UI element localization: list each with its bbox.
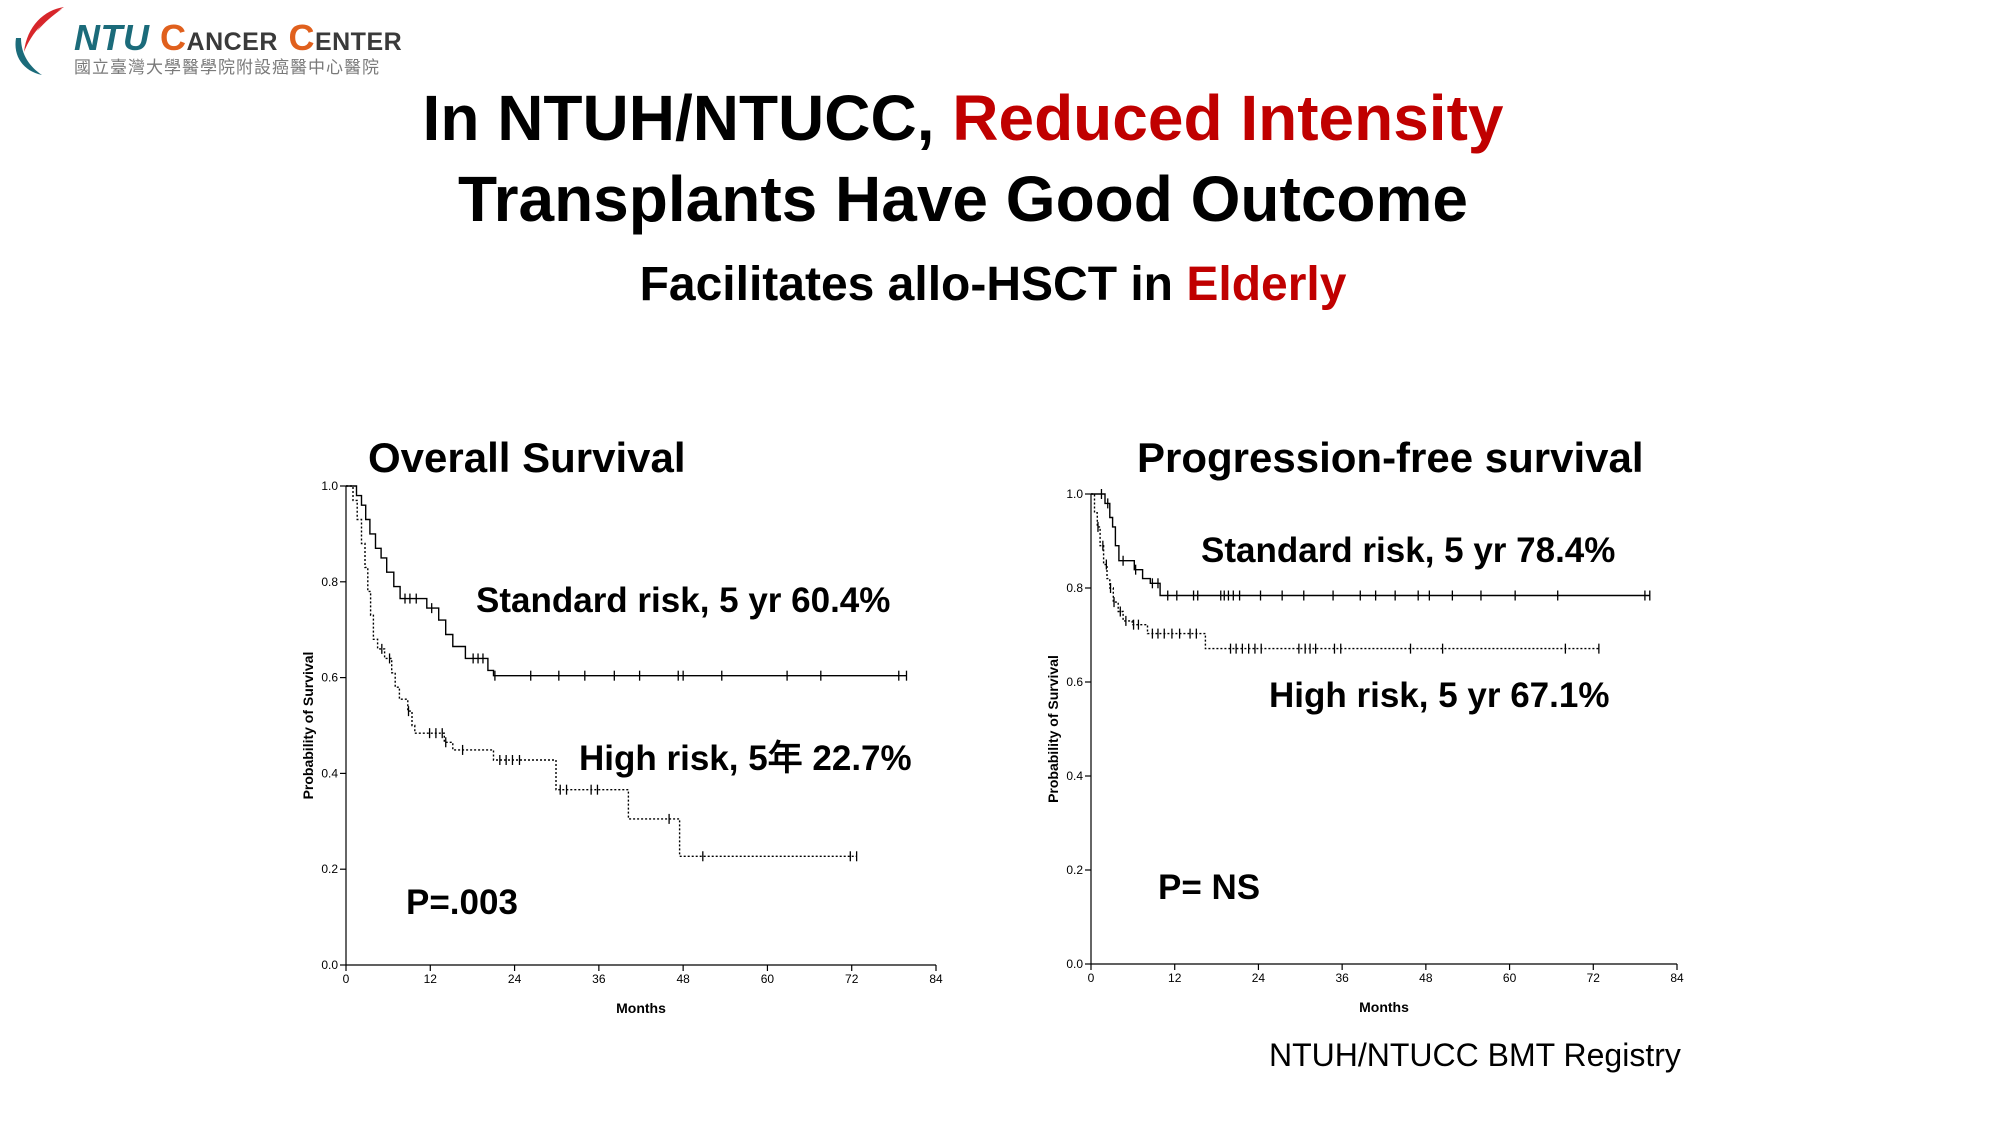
- km-curve-standard-risk: [346, 485, 907, 677]
- x-tick-label: 12: [1168, 971, 1182, 985]
- km-curve-high-risk: [1091, 493, 1599, 650]
- annotation-standard-risk: Standard risk, 5 yr 78.4%: [1201, 531, 1616, 570]
- logo-cancer-text: Cancer: [160, 17, 278, 58]
- slide-title: In NTUH/NTUCC, Reduced Intensity Transpl…: [0, 78, 1926, 240]
- x-tick-label: 84: [1670, 971, 1684, 985]
- logo-ntu-text: NTU: [74, 17, 150, 58]
- annotation-standard-risk: Standard risk, 5 yr 60.4%: [476, 581, 891, 620]
- y-axis-title: Probability of Survival: [1045, 655, 1061, 803]
- y-tick-label: 0.4: [321, 766, 338, 780]
- title-red-part: Reduced Intensity: [952, 82, 1504, 154]
- annotation-high-risk: High risk, 5年 22.7%: [579, 739, 912, 778]
- x-axis-title: Months: [1359, 999, 1409, 1015]
- x-tick-label: 48: [1419, 971, 1433, 985]
- x-tick-label: 0: [1088, 971, 1095, 985]
- km-curve-standard-risk: [1091, 493, 1650, 597]
- title-black-part: In NTUH/NTUCC,: [422, 82, 935, 154]
- x-tick-label: 60: [761, 972, 775, 986]
- x-tick-label: 36: [592, 972, 606, 986]
- slide-title-line-1: In NTUH/NTUCC, Reduced Intensity: [0, 78, 1926, 159]
- chart-title-progression-free-survival: Progression-free survival: [1137, 434, 1644, 481]
- y-tick-label: 0.6: [1066, 675, 1083, 689]
- x-tick-label: 72: [845, 972, 859, 986]
- y-axis-title: Probability of Survival: [300, 652, 316, 800]
- y-tick-label: 0.0: [1066, 957, 1083, 971]
- x-axis-title: Months: [616, 1000, 666, 1016]
- x-tick-label: 36: [1335, 971, 1349, 985]
- y-tick-label: 1.0: [1066, 487, 1083, 501]
- annotation-high-risk: High risk, 5 yr 67.1%: [1269, 676, 1610, 715]
- source-note: NTUH/NTUCC BMT Registry: [1269, 1037, 1681, 1073]
- km-curve-high-risk: [346, 485, 857, 857]
- subtitle-red-part: Elderly: [1186, 258, 1347, 311]
- y-tick-label: 0.2: [1066, 863, 1083, 877]
- subtitle-black-part: Facilitates allo-HSCT in: [639, 258, 1173, 311]
- slide-subtitle: Facilitates allo-HSCT in Elderly: [0, 255, 1986, 315]
- y-tick-label: 1.0: [321, 479, 338, 493]
- x-tick-label: 84: [929, 972, 943, 986]
- y-tick-label: 0.4: [1066, 769, 1083, 783]
- logo-chinese-subtitle: 國立臺灣大學醫學院附設癌醫中心醫院: [74, 58, 380, 78]
- x-tick-label: 24: [508, 972, 522, 986]
- ntu-cancer-center-logo-icon: [15, 7, 64, 75]
- p-value-label: P= NS: [1158, 868, 1261, 907]
- chart-title-overall-survival: Overall Survival: [368, 434, 686, 481]
- y-tick-label: 0.0: [321, 958, 338, 972]
- x-tick-label: 60: [1503, 971, 1517, 985]
- p-value-label: P=.003: [406, 883, 518, 922]
- y-tick-label: 0.2: [321, 862, 338, 876]
- y-tick-label: 0.8: [1066, 581, 1083, 595]
- logo-wordmark: NTU Cancer Center: [74, 16, 402, 60]
- logo-center-text: Center: [288, 17, 403, 58]
- y-tick-label: 0.8: [321, 575, 338, 589]
- x-tick-label: 12: [424, 972, 438, 986]
- x-tick-label: 0: [343, 972, 350, 986]
- x-tick-label: 72: [1587, 971, 1601, 985]
- slide-title-line-2: Transplants Have Good Outcome: [458, 163, 1468, 235]
- x-tick-label: 24: [1252, 971, 1266, 985]
- x-tick-label: 48: [676, 972, 690, 986]
- y-tick-label: 0.6: [321, 671, 338, 685]
